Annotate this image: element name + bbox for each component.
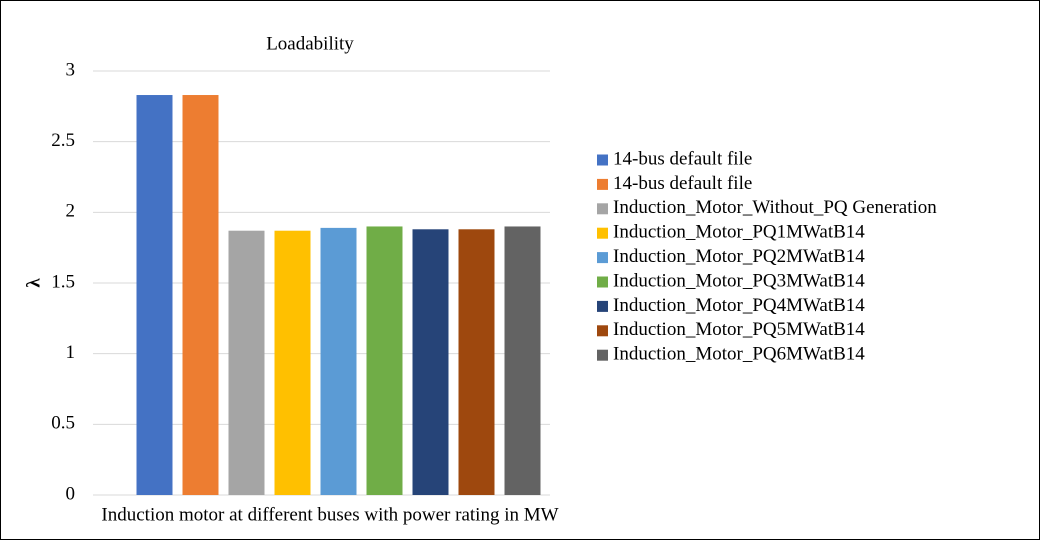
y-tick-label: 1 <box>66 342 76 363</box>
y-tick-label: 3 <box>66 59 76 80</box>
legend-label: Induction_Motor_PQ3MWatB14 <box>613 270 865 291</box>
legend-swatch <box>597 178 608 190</box>
y-tick-label: 0.5 <box>51 413 75 434</box>
bar <box>366 226 403 495</box>
x-axis-title: Induction motor at different buses with … <box>101 504 558 525</box>
legend-swatch <box>597 252 608 264</box>
chart-title: Loadability <box>266 33 354 54</box>
legend-label: Induction_Motor_PQ1MWatB14 <box>613 222 865 243</box>
legend-swatch <box>597 227 608 239</box>
y-axis-title: λ <box>23 278 44 288</box>
legend-swatch <box>597 276 608 288</box>
legend-label: Induction_Motor_PQ4MWatB14 <box>613 295 865 316</box>
legend-label: Induction_Motor_PQ2MWatB14 <box>613 246 865 267</box>
legend-swatch <box>597 349 608 361</box>
y-tick-label: 1.5 <box>51 271 75 292</box>
legend-label: Induction_Motor_PQ5MWatB14 <box>613 319 865 340</box>
legend-label: Induction_Motor_PQ6MWatB14 <box>613 344 865 365</box>
legend-label: 14-bus default file <box>613 148 752 169</box>
bar <box>182 95 219 495</box>
bar <box>228 230 265 495</box>
legend-swatch <box>597 154 608 166</box>
y-tick-label: 2.5 <box>51 130 75 151</box>
y-tick-label: 0 <box>66 483 76 504</box>
legend-label: 14-bus default file <box>613 173 752 194</box>
legend-swatch <box>597 203 608 215</box>
bar <box>320 227 357 495</box>
bar <box>458 229 495 495</box>
bar <box>412 229 449 495</box>
legend-swatch <box>597 300 608 312</box>
bar <box>504 226 541 495</box>
legend-swatch <box>597 325 608 337</box>
bar <box>136 95 173 495</box>
bar <box>274 230 311 495</box>
y-tick-label: 2 <box>66 201 76 222</box>
legend-label: Induction_Motor_Without_PQ Generation <box>613 197 937 218</box>
